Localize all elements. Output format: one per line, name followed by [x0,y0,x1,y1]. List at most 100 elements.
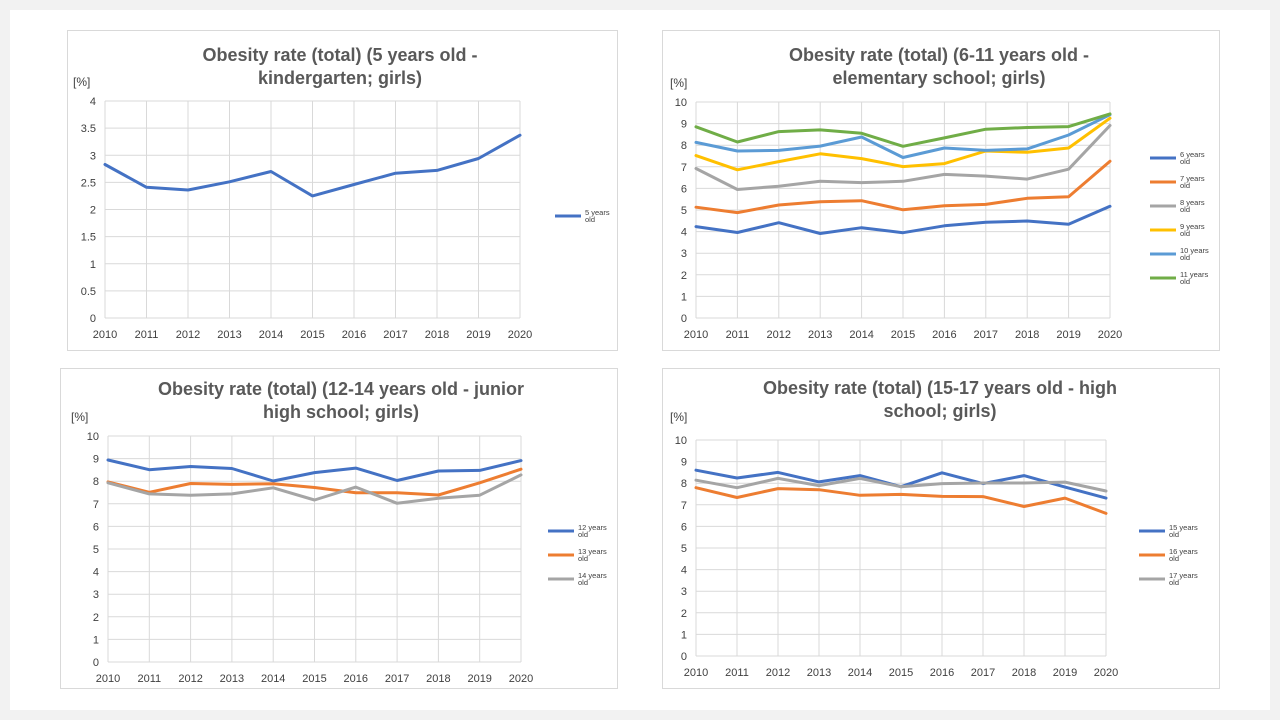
legend-label: 17 years [1169,571,1198,580]
chart-title-line: Obesity rate (total) (12-14 years old - … [158,379,524,399]
x-tick-label: 2019 [1056,329,1080,341]
x-tick-label: 2014 [849,329,873,341]
series-line [694,204,1112,235]
chart-svg: Obesity rate (total) (12-14 years old - … [71,379,607,685]
y-tick-label: 3 [90,150,96,162]
legend-label: 7 years [1180,174,1205,183]
legend-label: old [1180,205,1190,214]
legend-label: old [578,530,588,539]
x-tick-label: 2012 [178,673,202,685]
legend-label: 6 years [1180,150,1205,159]
y-tick-label: 8 [681,478,687,490]
x-tick-label: 2016 [932,329,956,341]
y-tick-label: 10 [675,435,687,447]
series-line [694,159,1112,215]
y-tick-label: 0 [681,313,687,325]
x-tick-label: 2010 [96,673,120,685]
chart-panel-high-school: Obesity rate (total) (15-17 years old - … [662,368,1220,689]
x-tick-label: 2018 [1012,667,1036,679]
chart-svg: Obesity rate (total) (15-17 years old - … [670,378,1198,679]
legend-label: 5 years [585,208,610,217]
y-tick-label: 0 [90,313,96,325]
legend-label: 10 years [1180,246,1209,255]
chart-title-line: Obesity rate (total) (6-11 years old - [789,45,1089,65]
x-tick-label: 2015 [302,673,326,685]
x-tick-label: 2018 [426,673,450,685]
x-tick-label: 2013 [217,329,241,341]
legend-label: old [578,554,588,563]
x-tick-label: 2016 [930,667,954,679]
y-tick-label: 0.5 [81,286,96,298]
x-tick-label: 2016 [342,329,366,341]
chart-title-line: Obesity rate (total) (5 years old - [202,45,477,65]
y-tick-label: 2 [93,612,99,624]
series-line [103,133,522,198]
y-tick-label: 2 [681,270,687,282]
y-tick-label: 4 [681,227,687,239]
x-tick-label: 2019 [467,673,491,685]
x-tick-label: 2014 [261,673,285,685]
y-tick-label: 8 [681,140,687,152]
y-tick-label: 3 [681,586,687,598]
legend-label: old [1169,578,1179,587]
y-tick-label: 3.5 [81,123,96,135]
legend-label: 14 years [578,571,607,580]
x-tick-label: 2017 [383,329,407,341]
y-tick-label: 2 [681,608,687,620]
y-tick-label: 2 [90,205,96,217]
legend-label: 12 years [578,523,607,532]
y-tick-label: 4 [90,96,96,108]
x-tick-label: 2012 [767,329,791,341]
x-tick-label: 2020 [508,329,532,341]
y-tick-label: 3 [93,589,99,601]
series-line [106,473,523,505]
x-tick-label: 2017 [971,667,995,679]
legend-label: old [1169,530,1179,539]
y-tick-label: 10 [87,431,99,443]
legend-label: old [1180,277,1190,286]
y-unit-label: [%] [670,410,687,424]
y-tick-label: 7 [681,500,687,512]
x-tick-label: 2019 [1053,667,1077,679]
chart-title-line: Obesity rate (total) (15-17 years old - … [763,378,1117,398]
y-tick-label: 9 [681,457,687,469]
series-line [694,486,1108,515]
legend-label: old [1180,229,1190,238]
x-tick-label: 2015 [889,667,913,679]
y-unit-label: [%] [73,75,90,89]
y-tick-label: 5 [681,205,687,217]
series-line [694,112,1112,148]
x-tick-label: 2010 [93,329,117,341]
legend-label: 8 years [1180,198,1205,207]
legend-label: old [585,215,595,224]
series-line [106,458,523,483]
legend-label: old [1180,181,1190,190]
y-tick-label: 3 [681,248,687,260]
y-tick-label: 10 [675,97,687,109]
x-tick-label: 2013 [807,667,831,679]
x-tick-label: 2010 [684,667,708,679]
legend-label: old [1180,253,1190,262]
series-line [694,124,1112,191]
chart-title-line: high school; girls) [263,402,419,422]
x-tick-label: 2011 [135,329,159,341]
x-tick-label: 2015 [300,329,324,341]
series-line [694,116,1112,172]
y-tick-label: 1 [90,259,96,271]
x-tick-label: 2012 [766,667,790,679]
x-tick-label: 2012 [176,329,200,341]
y-tick-label: 9 [681,119,687,131]
x-tick-label: 2013 [808,329,832,341]
x-tick-label: 2011 [725,667,749,679]
y-tick-label: 1 [93,634,99,646]
y-tick-label: 4 [93,567,99,579]
x-tick-label: 2017 [385,673,409,685]
x-tick-label: 2013 [220,673,244,685]
chart-svg: Obesity rate (total) (5 years old - kinde… [73,45,610,341]
chart-panel-kindergarten: Obesity rate (total) (5 years old - kinde… [67,30,618,351]
y-tick-label: 1 [681,291,687,303]
chart-svg: Obesity rate (total) (6-11 years old - el… [670,45,1209,341]
y-tick-label: 0 [681,651,687,663]
x-tick-label: 2014 [848,667,872,679]
y-tick-label: 6 [681,521,687,533]
